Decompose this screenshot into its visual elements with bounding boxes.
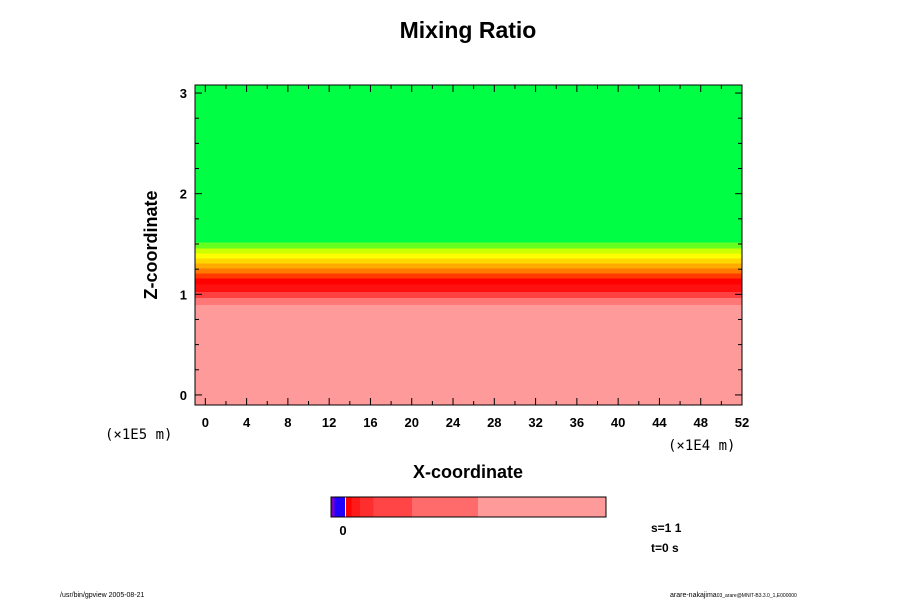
heatmap-band-9 — [195, 253, 742, 259]
heatmap-band-0 — [195, 304, 742, 406]
y-tick-label: 3 — [180, 86, 187, 101]
colorbar — [331, 497, 607, 517]
colorbar-segment-2 — [344, 497, 347, 517]
heatmap-band-5 — [195, 273, 742, 279]
x-tick-label: 4 — [243, 415, 251, 430]
heatmap-band-7 — [195, 263, 742, 269]
x-tick-label: 12 — [322, 415, 336, 430]
heatmap-band-1 — [195, 297, 742, 305]
colorbar-segment-6 — [373, 497, 413, 517]
axis-ticks — [195, 85, 743, 405]
heatmap-band-8 — [195, 258, 742, 264]
footer-right-small: 03_arare@MNIT-B3.3.0_1,E000000 — [717, 593, 797, 599]
y-tick-label: 2 — [180, 187, 187, 202]
y-tick-label: 1 — [180, 287, 187, 302]
x-axis-label: X-coordinate — [413, 462, 523, 482]
y-tick-label: 0 — [180, 388, 187, 403]
x-tick-label: 0 — [202, 415, 209, 430]
x-tick-label: 36 — [570, 415, 584, 430]
x-scale-label: (×1E4 m) — [668, 438, 735, 454]
colorbar-label: 0 — [339, 523, 346, 538]
x-tick-label: 52 — [735, 415, 749, 430]
y-scale-label: (×1E5 m) — [105, 427, 172, 443]
heatmap-band-6 — [195, 268, 742, 274]
heatmap-band-3 — [195, 284, 742, 292]
x-tick-label: 8 — [284, 415, 291, 430]
colorbar-segment-1 — [334, 497, 346, 517]
x-tick-label: 20 — [405, 415, 419, 430]
x-tick-label: 44 — [652, 415, 667, 430]
heatmap-band-2 — [195, 291, 742, 298]
heatmap-band-10 — [195, 248, 742, 254]
y-axis-label: Z-coordinate — [141, 190, 161, 299]
plot-area — [195, 85, 742, 406]
x-tick-labels: 0 4 8 12 16 20 24 28 32 36 40 44 48 52 — [202, 415, 750, 430]
x-tick-label: 40 — [611, 415, 625, 430]
colorbar-segment-4 — [351, 497, 361, 517]
footer-right-main: arare-nakajima — [670, 592, 717, 599]
colorbar-segment-0 — [331, 497, 335, 517]
info-t-label: t=0 s — [651, 541, 679, 555]
x-tick-label: 48 — [693, 415, 707, 430]
heatmap-band-12 — [195, 85, 742, 243]
heatmap-band-11 — [195, 241, 742, 249]
colorbar-segment-3 — [346, 497, 353, 517]
y-tick-labels: 0 1 2 3 — [180, 86, 187, 403]
x-tick-label: 28 — [487, 415, 501, 430]
x-tick-label: 32 — [528, 415, 542, 430]
info-s-label: s=1 1 — [651, 521, 682, 535]
chart-title: Mixing Ratio — [400, 17, 537, 43]
heatmap-band-4 — [195, 278, 742, 285]
colorbar-segment-7 — [412, 497, 479, 517]
x-tick-label: 24 — [446, 415, 461, 430]
colorbar-segment-5 — [359, 497, 375, 517]
colorbar-segment-8 — [478, 497, 607, 517]
plot-frame — [194, 84, 743, 406]
x-tick-label: 16 — [363, 415, 377, 430]
colorbar-frame — [330, 496, 607, 518]
footer-left: /usr/bin/gpview 2005-08-21 — [60, 592, 145, 599]
footer-right: arare-nakajima03_arare@MNIT-B3.3.0_1,E00… — [670, 592, 797, 599]
